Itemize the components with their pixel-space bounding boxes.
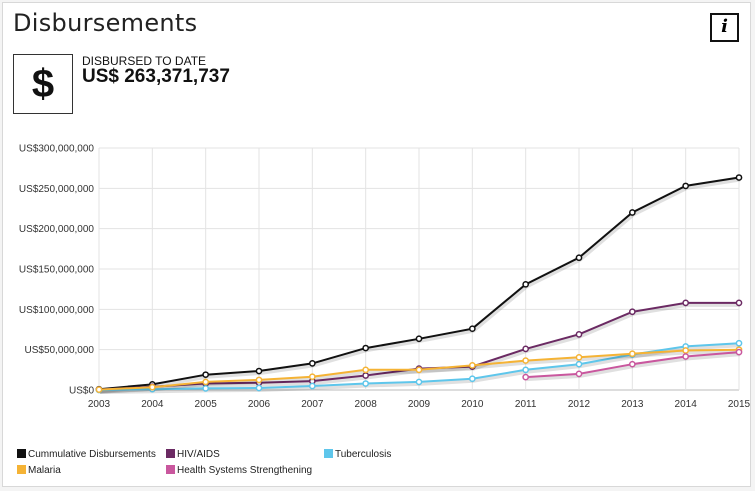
data-point xyxy=(202,385,210,392)
data-point xyxy=(522,357,530,364)
y-tick-label: US$50,000,000 xyxy=(24,345,94,356)
data-point xyxy=(682,182,690,190)
data-point xyxy=(575,370,583,378)
data-point xyxy=(628,209,636,216)
data-point xyxy=(255,384,263,392)
x-tick-label: 2007 xyxy=(301,399,324,410)
data-point xyxy=(735,299,743,307)
data-point xyxy=(362,344,370,352)
legend-label: Malaria xyxy=(28,465,61,476)
data-point xyxy=(575,353,583,361)
data-point xyxy=(362,380,370,387)
data-point xyxy=(255,367,263,375)
y-tick-label: US$0 xyxy=(69,386,94,397)
legend-label: Cummulative Disbursements xyxy=(28,449,156,460)
series-shadow xyxy=(99,177,741,394)
data-point xyxy=(202,378,210,386)
data-point xyxy=(522,373,530,381)
data-point xyxy=(628,360,636,368)
legend-label: HIV/AIDS xyxy=(177,449,220,460)
y-tick-label: US$300,000,000 xyxy=(19,144,95,155)
disbursed-value: US$ 263,371,737 xyxy=(82,66,230,87)
legend-swatch xyxy=(166,465,175,474)
disbursements-card xyxy=(2,2,751,487)
legend-item[interactable]: Tuberculosis xyxy=(324,449,391,460)
data-point xyxy=(95,386,103,393)
x-tick-label: 2011 xyxy=(515,399,537,410)
x-tick-label: 2014 xyxy=(675,399,698,410)
data-point xyxy=(575,360,583,368)
legend-swatch xyxy=(17,449,26,458)
legend-item[interactable]: Health Systems Strengthening xyxy=(166,465,312,476)
data-point xyxy=(628,350,636,358)
x-tick-label: 2006 xyxy=(248,399,271,410)
x-tick-label: 2003 xyxy=(88,399,111,410)
data-point xyxy=(735,348,743,356)
info-icon[interactable]: i xyxy=(710,13,739,42)
legend-item[interactable]: Cummulative Disbursements xyxy=(17,449,156,460)
x-tick-label: 2004 xyxy=(141,399,164,410)
legend-swatch xyxy=(166,449,175,458)
data-point xyxy=(202,371,210,379)
x-tick-label: 2013 xyxy=(621,399,644,410)
data-point xyxy=(682,353,690,360)
legend-swatch xyxy=(17,465,26,474)
data-point xyxy=(682,299,690,307)
data-point xyxy=(308,382,316,390)
x-tick-label: 2015 xyxy=(728,399,751,410)
legend-label: Tuberculosis xyxy=(335,449,392,460)
disbursed-label: DISBURSED TO DATE xyxy=(82,54,207,68)
legend-label: Health Systems Strengthening xyxy=(177,465,313,476)
data-point xyxy=(415,366,423,374)
data-point xyxy=(522,366,530,374)
data-point xyxy=(468,375,476,383)
data-point xyxy=(522,280,530,288)
data-point xyxy=(415,335,423,343)
data-point xyxy=(628,308,636,316)
data-point xyxy=(575,254,583,262)
legend-item[interactable]: Malaria xyxy=(17,465,61,476)
data-point xyxy=(735,174,743,181)
data-point xyxy=(308,360,316,367)
data-point xyxy=(308,373,316,381)
y-tick-label: US$100,000,000 xyxy=(19,305,95,316)
data-point xyxy=(468,325,476,333)
x-tick-label: 2012 xyxy=(568,399,591,410)
data-point xyxy=(522,345,530,353)
x-tick-label: 2008 xyxy=(355,399,378,410)
legend-item[interactable]: HIV/AIDS xyxy=(166,449,220,460)
data-point xyxy=(415,378,423,386)
data-point xyxy=(468,362,476,369)
x-tick-label: 2010 xyxy=(461,399,484,410)
data-point xyxy=(362,366,370,374)
x-tick-label: 2005 xyxy=(195,399,218,410)
y-tick-label: US$200,000,000 xyxy=(19,224,95,235)
data-point xyxy=(148,383,156,391)
dollar-icon: $ xyxy=(13,54,73,114)
data-point xyxy=(682,347,690,354)
y-tick-label: US$250,000,000 xyxy=(19,184,95,195)
legend-swatch xyxy=(324,449,333,458)
x-tick-label: 2009 xyxy=(408,399,431,410)
page-title: Disbursements xyxy=(13,9,198,37)
y-tick-label: US$150,000,000 xyxy=(19,265,95,276)
data-point xyxy=(575,330,583,338)
data-point xyxy=(255,376,263,384)
data-point xyxy=(735,339,743,347)
